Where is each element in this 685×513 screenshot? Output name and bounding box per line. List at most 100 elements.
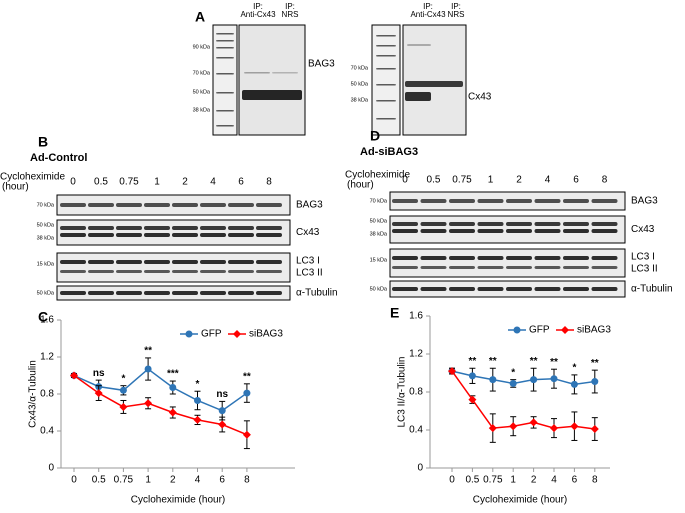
blot-band: [272, 72, 298, 74]
blot-band: [420, 199, 447, 203]
significance-label: **: [550, 357, 558, 368]
blot-band: [477, 266, 504, 269]
data-point: [218, 407, 226, 415]
blot-band: [242, 90, 302, 100]
blot-band: [376, 118, 396, 120]
data-point: [70, 371, 78, 380]
blot-band: [116, 203, 142, 207]
panel-label: D: [370, 128, 380, 144]
kda-marker: 50 kDa: [370, 218, 388, 224]
y-tick-label: 0.4: [409, 425, 423, 436]
time-label: 6: [573, 175, 579, 186]
x-tick-label: 8: [244, 475, 250, 486]
data-point: [529, 418, 538, 427]
blot-band: [228, 233, 254, 237]
x-tick-label: 0.5: [92, 475, 106, 486]
blot-band: [449, 256, 475, 260]
significance-label: ns: [93, 368, 105, 379]
blot-band: [420, 287, 447, 291]
significance-label: ns: [216, 389, 228, 400]
blot-band: [60, 203, 86, 207]
panel-label: C: [38, 309, 48, 325]
data-point: [570, 380, 578, 388]
y-axis-label: LC3 II/α-Tubulin: [397, 357, 408, 428]
kda-marker: 70 kDa: [193, 70, 211, 76]
x-tick-label: 1: [510, 475, 516, 486]
blot-band: [591, 287, 618, 291]
significance-label: *: [121, 373, 125, 384]
blot-band: [506, 287, 532, 291]
blot-band: [591, 199, 618, 203]
time-label: 0.75: [119, 177, 139, 188]
ip-label: NRS: [448, 10, 465, 19]
blot-band: [376, 35, 396, 37]
blot-band: [376, 55, 396, 57]
blot-band: [116, 291, 142, 295]
blot-band: [449, 266, 475, 269]
time-label: 0.5: [94, 177, 108, 188]
x-axis-label: Cycloheximide (hour): [131, 495, 225, 506]
blot-band: [376, 100, 396, 102]
time-label: 0: [402, 175, 408, 186]
data-point: [488, 424, 497, 433]
blot-band: [88, 291, 114, 295]
blot-band: [392, 256, 418, 260]
blot-image: [402, 24, 467, 136]
x-tick-label: 4: [195, 475, 201, 486]
data-point: [550, 424, 558, 433]
blot-band: [228, 226, 254, 230]
blot-band: [216, 92, 234, 94]
x-tick-label: 4: [551, 475, 557, 486]
blot-band: [420, 222, 447, 226]
x-axis-label: Cycloheximide (hour): [473, 495, 567, 506]
data-point: [194, 396, 201, 404]
kda-marker: 38 kDa: [370, 231, 388, 237]
protein-label: Cx43: [631, 224, 655, 235]
protein-label: LC3 II: [296, 268, 323, 279]
x-tick-label: 0.75: [483, 475, 503, 486]
x-tick-label: 6: [219, 475, 225, 486]
significance-label: **: [530, 356, 538, 367]
blot-band: [591, 266, 618, 269]
time-label: 0.5: [427, 175, 441, 186]
kda-marker: 70 kDa: [37, 202, 55, 208]
blot-band: [506, 229, 532, 233]
blot-image: [238, 24, 306, 136]
ip-label: NRS: [282, 10, 299, 19]
time-label: 8: [266, 177, 272, 188]
blot-band: [144, 203, 170, 207]
x-tick-label: 2: [170, 475, 176, 486]
blot-band: [449, 229, 475, 233]
y-tick-label: 1.6: [40, 315, 54, 326]
blot-band: [376, 84, 396, 86]
data-point: [119, 402, 128, 411]
blot-band: [172, 233, 198, 237]
kda-marker: 90 kDa: [193, 44, 211, 50]
kda-marker: 50 kDa: [370, 286, 388, 292]
blot-band: [256, 260, 282, 264]
significance-label: **: [591, 358, 599, 369]
y-tick-label: 0: [48, 463, 54, 474]
kda-marker: 38 kDa: [351, 97, 369, 103]
kda-marker: 70 kDa: [370, 198, 388, 204]
blot-band: [392, 199, 418, 203]
blot-band: [392, 287, 418, 291]
kda-marker: 50 kDa: [193, 89, 211, 95]
blot-band: [172, 203, 198, 207]
blot-band: [216, 33, 234, 35]
data-point: [242, 430, 251, 439]
blot-image: [56, 252, 291, 283]
protein-label: α-Tubulin: [296, 288, 338, 299]
protein-label: BAG3: [308, 59, 335, 70]
x-tick-label: 0: [449, 475, 455, 486]
data-point: [94, 389, 103, 398]
blot-band: [60, 233, 86, 237]
blot-band: [216, 40, 234, 42]
data-point: [448, 367, 456, 376]
blot-band: [563, 266, 589, 269]
blot-band: [116, 270, 142, 273]
legend-marker: [233, 330, 241, 338]
blot-band: [216, 110, 234, 112]
significance-label: **: [469, 356, 477, 367]
